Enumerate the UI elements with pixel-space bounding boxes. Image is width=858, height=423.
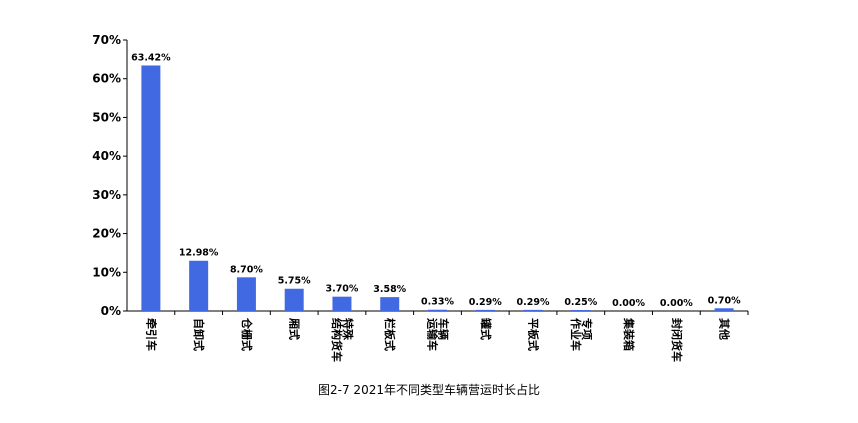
bar <box>332 296 352 311</box>
y-tick-label: 40% <box>92 149 121 163</box>
y-tick-label: 30% <box>92 188 121 202</box>
data-label: 5.75% <box>278 276 311 287</box>
y-tick-label: 50% <box>92 110 121 124</box>
data-label: 3.70% <box>325 284 358 295</box>
category-label: 栏板式 <box>383 318 397 351</box>
category-label: 仓栅式 <box>239 318 253 351</box>
category-label: 车辆 运输车 <box>425 318 450 351</box>
bar <box>714 308 734 311</box>
y-tick-label: 70% <box>92 33 121 47</box>
y-tick-label: 10% <box>92 265 121 279</box>
bar <box>189 260 209 311</box>
data-label: 0.70% <box>708 295 741 306</box>
y-tick-label: 60% <box>92 72 121 86</box>
data-label: 63.42% <box>131 52 171 63</box>
category-label: 专项 作业车 <box>568 318 593 351</box>
bar <box>284 288 304 311</box>
data-label: 0.33% <box>421 297 454 308</box>
figure-caption: 图2-7 2021年不同类型车辆营运时长占比 <box>318 383 540 397</box>
category-label: 封闭货车 <box>669 318 683 362</box>
bar <box>141 65 161 311</box>
data-label: 0.00% <box>612 298 645 309</box>
data-label: 0.00% <box>660 298 693 309</box>
y-tick-label: 0% <box>101 304 121 318</box>
category-label: 自卸式 <box>192 318 206 351</box>
category-label: 特殊 结构货车 <box>329 318 354 362</box>
data-label: 8.70% <box>230 264 263 275</box>
y-tick-label: 20% <box>92 227 121 241</box>
bar <box>475 309 495 311</box>
data-label: 3.58% <box>373 284 406 295</box>
data-label: 12.98% <box>179 248 219 259</box>
data-label: 0.29% <box>469 297 502 308</box>
category-label: 集装箱 <box>622 318 636 351</box>
bar <box>428 309 447 311</box>
category-label: 其他 <box>717 318 731 340</box>
category-label: 厢式 <box>287 318 301 340</box>
bar <box>236 277 256 311</box>
category-label: 罐式 <box>478 318 492 340</box>
category-label: 牵引车 <box>144 318 158 351</box>
bar <box>380 297 400 311</box>
data-label: 0.25% <box>564 297 597 308</box>
bar <box>523 309 543 311</box>
bar <box>571 310 591 311</box>
data-label: 0.29% <box>517 297 550 308</box>
category-label: 平板式 <box>526 318 540 351</box>
